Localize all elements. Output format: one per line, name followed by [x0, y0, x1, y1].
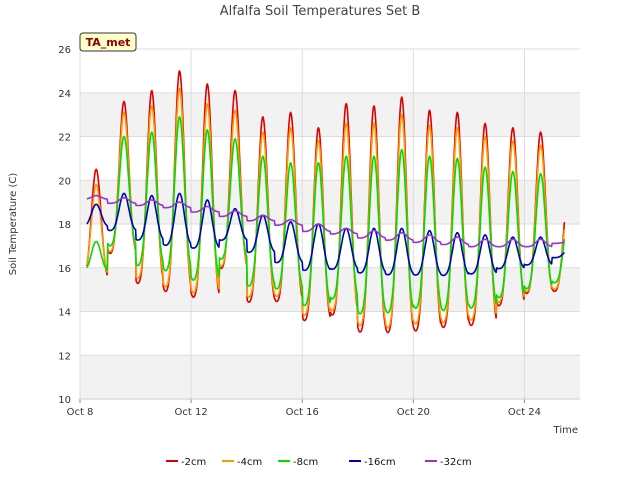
legend-item: -8cm [278, 457, 318, 468]
y-tick-label: 24 [58, 89, 71, 100]
x-tick-label: Oct 12 [175, 407, 208, 418]
y-tick-label: 14 [58, 308, 71, 319]
plot-band [80, 180, 580, 224]
ta-met-badge: TA_met [79, 32, 137, 52]
y-tick-label: 16 [58, 264, 71, 275]
y-tick-label: 12 [58, 351, 71, 362]
legend-item: -2cm [166, 457, 206, 468]
series-line-32cm [86, 194, 565, 248]
y-tick-label: 18 [58, 220, 71, 231]
y-tick-label: 10 [58, 395, 71, 406]
legend-item: -32cm [425, 457, 472, 468]
x-tick-label: Oct 24 [508, 407, 541, 418]
plot-band [80, 92, 580, 137]
ta-met-badge-label: TA_met [86, 36, 131, 49]
x-axis-label: Time [553, 425, 578, 436]
y-tick-label: 22 [58, 133, 71, 144]
legend-item: -16cm [349, 457, 396, 468]
series-line-8cm [86, 116, 566, 315]
y-tick-label: 26 [58, 45, 71, 56]
x-tick-label: Oct 20 [397, 407, 430, 418]
legend-label: -32cm [440, 457, 472, 468]
series-line-16cm [86, 192, 565, 277]
y-tick-label: 20 [58, 176, 71, 187]
plot-band [80, 355, 580, 399]
legend: -2cm -4cm -8cm -16cm -32cm [166, 457, 472, 468]
series-lines [86, 70, 566, 334]
chart-title: Alfalfa Soil Temperatures Set B [220, 4, 421, 19]
x-axis-ticks: Oct 8 Oct 12 Oct 16 Oct 20 Oct 24 [67, 398, 580, 418]
legend-label: -8cm [293, 457, 318, 468]
legend-item: -4cm [222, 457, 262, 468]
legend-label: -4cm [237, 457, 262, 468]
y-axis-ticks: 10 12 14 16 18 20 22 24 26 [58, 45, 71, 406]
legend-label: -2cm [181, 457, 206, 468]
x-tick-label: Oct 16 [286, 407, 319, 418]
y-axis-label: Soil Temperature (C) [8, 173, 19, 276]
x-tick-label: Oct 8 [67, 407, 94, 418]
legend-label: -16cm [364, 457, 396, 468]
